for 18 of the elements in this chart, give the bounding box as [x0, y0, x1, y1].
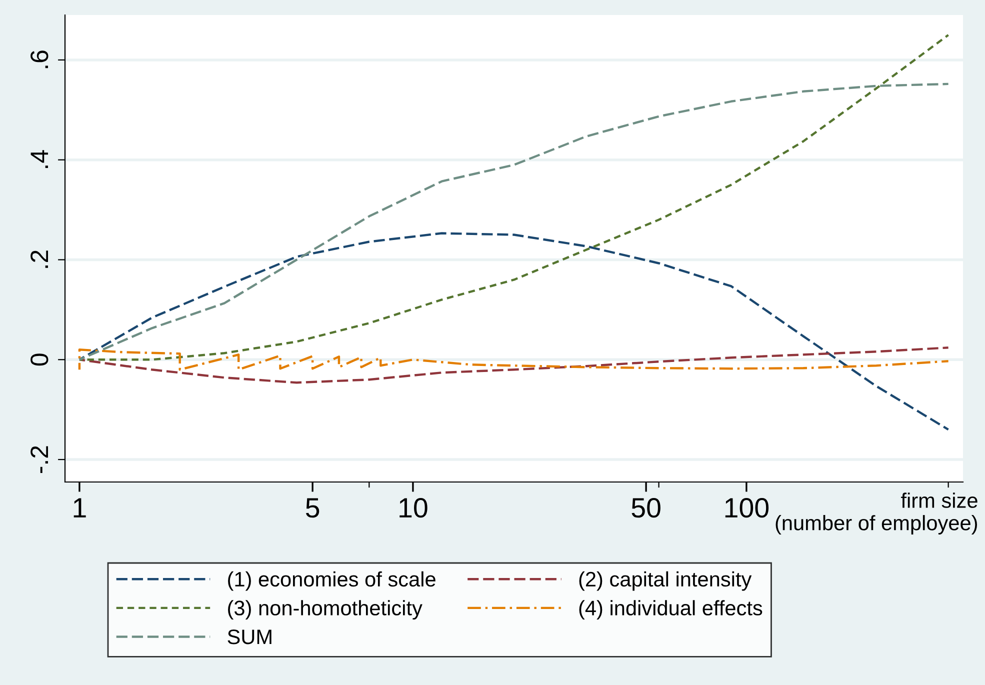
line-series [78, 232, 950, 431]
line-series [78, 346, 950, 384]
y-tick-label: .2 [30, 250, 48, 268]
y-tick-label: .6 [30, 50, 48, 68]
legend-label: SUM [228, 629, 272, 644]
x-axis-title: firm size (number of employee) [776, 492, 978, 534]
legend-label: (2) capital intensity [579, 571, 752, 591]
x-tick-label: 5 [306, 498, 320, 518]
x-tick-label: 1 [74, 498, 86, 518]
legend-label: (3) non-homotheticity [228, 600, 422, 620]
legend-label: (4) individual effects [579, 600, 762, 620]
legend-label: (1) economies of scale [228, 571, 436, 591]
x-tick-label: 50 [632, 498, 660, 518]
y-tick-label: 0 [30, 354, 48, 366]
x-tick-label: 10 [400, 498, 428, 518]
x-tick-label: 100 [725, 498, 769, 518]
y-tick-label: -.2 [30, 446, 48, 473]
y-tick-label: .4 [30, 150, 48, 168]
